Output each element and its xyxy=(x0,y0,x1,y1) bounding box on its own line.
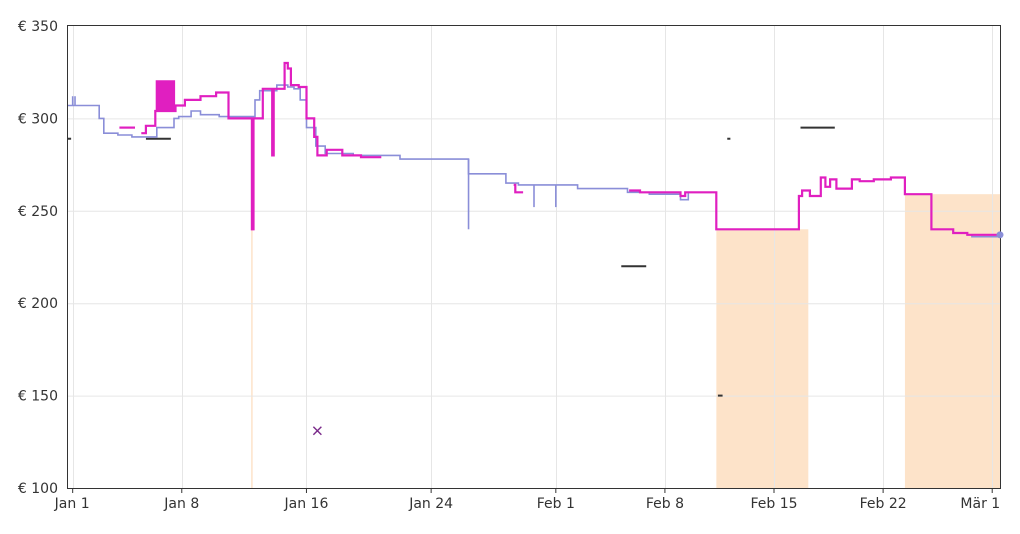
series-layer xyxy=(68,61,1000,238)
x-tick-label-6: Feb 15 xyxy=(750,496,797,512)
y-tick-label-2: € 200 xyxy=(18,296,58,312)
plot-frame xyxy=(67,25,1001,489)
x-tick-label-3: Jan 24 xyxy=(408,496,453,512)
series-end-point xyxy=(996,231,1004,239)
shaded-region-0 xyxy=(716,229,809,488)
amazon-line-2 xyxy=(513,183,524,194)
third-party-line-0 xyxy=(68,84,712,201)
x-tick-label-4: Feb 1 xyxy=(537,496,575,512)
price-shading-layer xyxy=(251,194,1000,488)
y-tick-label-0: € 100 xyxy=(18,481,58,497)
x-marker-0 xyxy=(312,426,322,436)
y-tick-label-5: € 350 xyxy=(18,19,58,35)
x-tick-label-1: Jan 8 xyxy=(163,496,199,512)
amazon-line-1 xyxy=(141,61,382,231)
x-tick-label-0: Jan 1 xyxy=(54,496,90,512)
x-tick-label-8: Mär 1 xyxy=(960,496,1000,512)
marker-layer xyxy=(312,231,1004,436)
y-tick-label-1: € 150 xyxy=(18,389,58,405)
x-tick-label-7: Feb 22 xyxy=(860,496,907,512)
y-tick-label-4: € 300 xyxy=(18,111,58,127)
x-marker-stroke-b xyxy=(312,426,322,436)
shaded-region-1 xyxy=(904,194,1000,488)
x-tick-label-5: Feb 8 xyxy=(646,496,684,512)
amazon-line-3 xyxy=(629,176,1000,236)
y-tick-label-3: € 250 xyxy=(18,204,58,220)
y-axis-ticks: € 100 € 150 € 200 € 250 € 300 € 350 xyxy=(18,19,58,497)
x-axis-ticks: Jan 1 Jan 8 Jan 16 Jan 24 Feb 1 Feb 8 Feb 15 Fe… xyxy=(54,488,1000,512)
x-tick-label-2: Jan 16 xyxy=(284,496,329,512)
used-offers-layer xyxy=(68,126,835,397)
grid-lines xyxy=(68,26,1000,488)
